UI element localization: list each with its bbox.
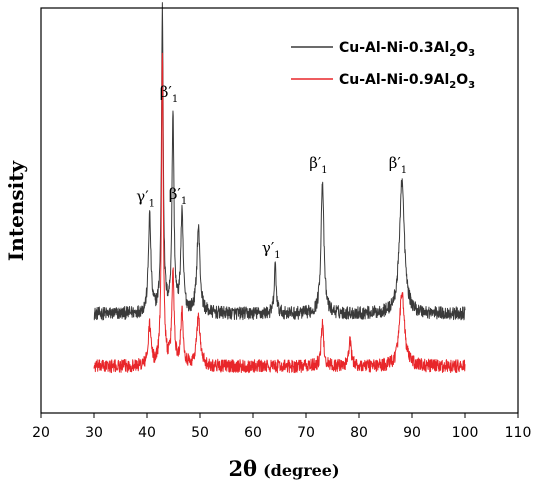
peak-annotation: β′1 (169, 185, 187, 207)
peak-annotation: γ′1 (262, 239, 281, 261)
x-tick-label: 100 (452, 425, 479, 441)
peak-annotation: β′1 (309, 154, 327, 176)
x-tick-label: 90 (403, 425, 421, 441)
x-tick-label: 50 (191, 425, 209, 441)
series-lines (93, 2, 466, 374)
series-line-1 (93, 2, 466, 321)
peak-annotation: γ′1 (136, 188, 155, 210)
y-axis-title: Intensity (4, 160, 28, 261)
peak-annotations: β′1 β′1 β′1 γ′1 γ′1 β′1 β′1 (136, 0, 407, 261)
x-tick-label: 30 (85, 425, 103, 441)
x-tick-label: 70 (297, 425, 315, 441)
x-tick-label: 110 (505, 425, 532, 441)
peak-annotation: β′1 (389, 154, 407, 176)
legend: Cu-Al-Ni-0.3Al2O3 Cu-Al-Ni-0.9Al2O3 (291, 40, 475, 91)
legend-label-series-1: Cu-Al-Ni-0.3Al2O3 (339, 40, 475, 59)
x-tick-label: 80 (350, 425, 368, 441)
peak-annotation: β′1 (149, 0, 167, 2)
x-tick-label: 20 (32, 425, 50, 441)
legend-label-series-2: Cu-Al-Ni-0.9Al2O3 (339, 72, 475, 91)
x-tick-label: 60 (244, 425, 262, 441)
x-tick-label: 40 (138, 425, 156, 441)
series-line-2 (93, 52, 466, 374)
plot-frame (40, 7, 519, 414)
peak-annotation: β′1 (160, 83, 178, 105)
x-axis-title: 2θ (degree) (228, 456, 339, 481)
x-axis-ticks: 20 30 40 50 60 70 80 90 100 110 (32, 413, 531, 441)
